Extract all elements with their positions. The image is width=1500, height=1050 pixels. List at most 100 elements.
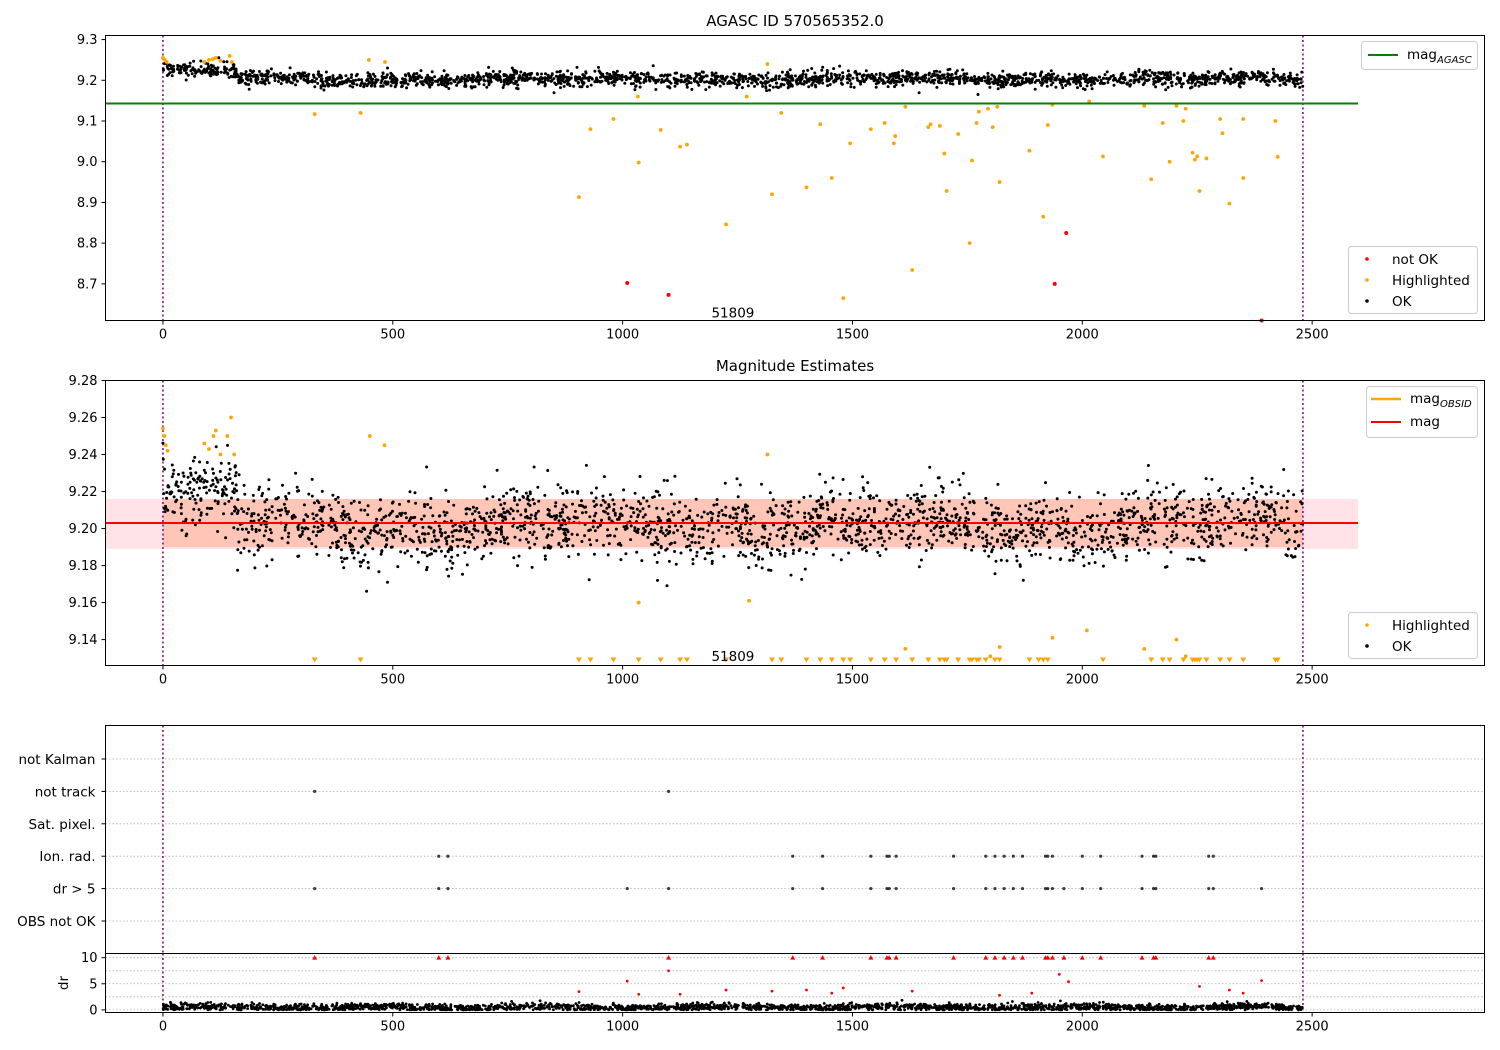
ok-point <box>550 533 554 537</box>
ok-point <box>487 82 491 86</box>
ok-point <box>350 73 354 77</box>
ok-point <box>213 499 217 503</box>
ok-point <box>1186 536 1190 540</box>
ok-point <box>587 578 591 582</box>
ok-point <box>551 529 555 533</box>
ok-point <box>319 86 323 90</box>
ok-point <box>1223 81 1226 85</box>
ok-point <box>244 527 248 531</box>
ok-point <box>1106 81 1110 84</box>
ok-point <box>841 478 845 481</box>
ok-point <box>901 529 905 533</box>
ok-point <box>483 519 487 523</box>
ok-point <box>344 541 347 545</box>
ok-point <box>1110 549 1114 553</box>
ok-point <box>317 501 321 505</box>
highlighted-point <box>986 106 990 111</box>
ok-point <box>179 480 183 484</box>
ok-point <box>1060 83 1064 87</box>
ok-point <box>635 75 639 79</box>
highlighted-point <box>1167 159 1172 164</box>
ok-point <box>812 552 816 556</box>
ok-point <box>188 480 192 484</box>
ok-point <box>1021 578 1025 582</box>
ok-point <box>282 502 286 506</box>
ok-point <box>999 83 1003 87</box>
ok-point <box>747 77 751 80</box>
ok-point <box>1118 533 1122 537</box>
ok-point <box>199 511 203 515</box>
ok-point <box>301 74 305 78</box>
ok-point <box>1174 82 1178 86</box>
ok-point <box>226 72 230 76</box>
ok-point <box>1216 79 1220 83</box>
ok-point <box>363 508 367 512</box>
ok-point <box>1171 483 1175 486</box>
ok-point <box>1068 491 1072 494</box>
ok-point <box>1205 523 1209 527</box>
ok-point <box>242 546 246 550</box>
flag-point <box>1002 854 1006 858</box>
ok-point <box>1146 478 1150 482</box>
ok-point <box>1148 542 1152 546</box>
ok-point <box>1058 77 1062 81</box>
ok-point <box>879 529 883 533</box>
ok-point <box>203 70 207 74</box>
ok-point <box>964 506 968 510</box>
ok-point <box>1282 468 1286 471</box>
ok-point <box>1016 533 1020 537</box>
ok-point <box>676 79 680 83</box>
ok-point <box>818 526 822 530</box>
ok-point <box>963 546 967 550</box>
x-tick-label: 2500 <box>1296 328 1329 343</box>
ok-point <box>356 551 360 555</box>
ok-point <box>984 496 988 500</box>
ok-point <box>1194 82 1197 86</box>
ok-point <box>188 467 192 470</box>
ok-point <box>641 507 645 511</box>
ok-point <box>470 533 474 536</box>
ok-point <box>760 74 764 78</box>
ok-point <box>989 503 993 507</box>
ok-point <box>580 499 583 503</box>
highlighted-point <box>944 189 949 193</box>
ok-point <box>962 525 966 529</box>
ok-point <box>967 518 971 521</box>
ok-point <box>515 503 519 507</box>
ok-point <box>1254 528 1258 532</box>
ok-point <box>1039 81 1042 85</box>
ok-point <box>1063 529 1067 533</box>
ok-point <box>1146 496 1150 500</box>
ok-point <box>1232 516 1236 520</box>
ok-point <box>481 554 485 558</box>
ok-point <box>588 538 592 542</box>
ok-point <box>273 79 277 83</box>
ok-point <box>401 537 405 540</box>
ok-point <box>172 495 176 499</box>
ok-point <box>341 505 345 509</box>
ok-point <box>861 486 865 490</box>
ok-point <box>476 529 480 533</box>
ok-point <box>285 75 289 79</box>
ok-point <box>1099 502 1102 506</box>
ok-point <box>1173 505 1177 509</box>
ok-point <box>531 533 535 537</box>
ok-point <box>1033 87 1037 91</box>
ok-point <box>1259 484 1263 488</box>
ok-point <box>917 76 921 80</box>
ok-point <box>1291 80 1295 84</box>
flag-point <box>820 854 825 858</box>
ok-point <box>725 531 729 535</box>
ok-point <box>932 70 936 73</box>
ok-point <box>553 517 557 521</box>
ok-point <box>807 85 811 89</box>
ok-point <box>992 518 996 522</box>
ok-point <box>936 476 940 480</box>
ok-point <box>536 485 540 489</box>
not-ok-point <box>1064 230 1069 235</box>
ok-point <box>276 508 280 512</box>
ok-point <box>1060 532 1064 536</box>
ok-point <box>1138 525 1142 529</box>
ok-point <box>580 540 584 543</box>
ok-point <box>366 71 370 75</box>
